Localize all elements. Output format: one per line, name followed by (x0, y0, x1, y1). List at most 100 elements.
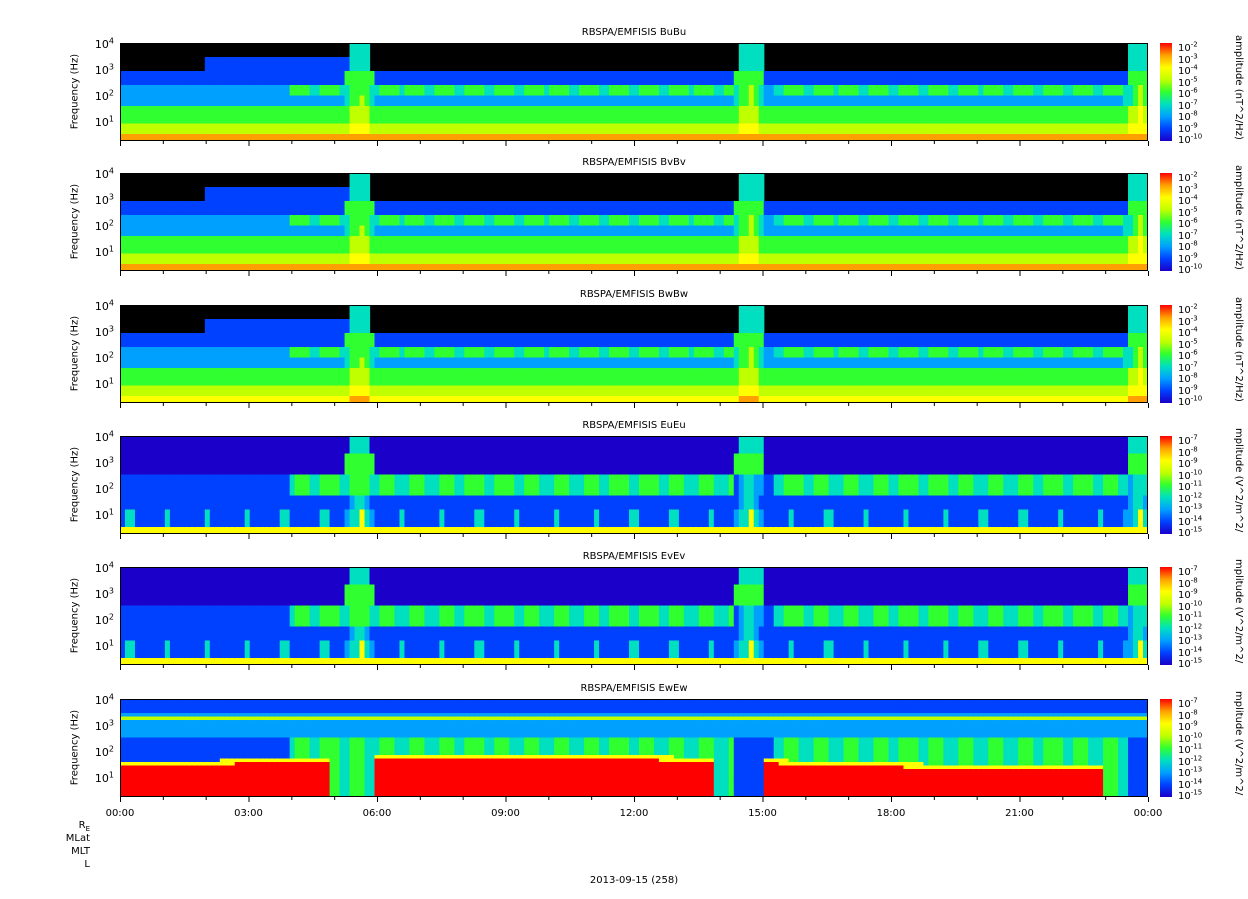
heatmap-cell (174, 134, 181, 139)
heatmap-cell (918, 123, 925, 128)
heatmap-cell (139, 225, 146, 230)
heatmap-cell (169, 208, 176, 213)
heatmap-cell (374, 106, 381, 111)
heatmap-cell (354, 109, 361, 114)
heatmap-cell (359, 130, 366, 135)
heatmap-cell (314, 92, 321, 97)
heatmap-cell (933, 85, 940, 90)
heatmap-cell (229, 250, 236, 255)
heatmap-cell (938, 120, 944, 125)
heatmap-cell (334, 120, 341, 125)
heatmap-cell (164, 130, 171, 135)
heatmap-cell (858, 85, 865, 90)
heatmap-cell (474, 134, 480, 139)
heatmap-cell (998, 88, 1004, 93)
heatmap-cell (963, 78, 969, 83)
heatmap-cell (239, 229, 246, 234)
heatmap-cell (1123, 99, 1129, 104)
heatmap-cell (219, 67, 226, 72)
heatmap-cell (838, 109, 845, 114)
heatmap-cell (708, 74, 715, 79)
heatmap-cell (229, 211, 236, 216)
heatmap-cell (963, 71, 969, 76)
heatmap-cell (1013, 71, 1019, 76)
heatmap-cell (399, 109, 406, 114)
heatmap-cell (349, 88, 356, 93)
heatmap-cell (643, 99, 650, 104)
heatmap-cell (219, 225, 226, 230)
heatmap-cell (514, 120, 520, 125)
heatmap-cell (199, 243, 206, 248)
heatmap-cell (394, 78, 401, 83)
heatmap-cell (629, 88, 635, 93)
heatmap-cell (279, 74, 286, 79)
heatmap-cell (259, 190, 266, 195)
heatmap-cell (1123, 88, 1129, 93)
heatmap-cell (234, 134, 241, 139)
heatmap-cell (808, 78, 815, 83)
heatmap-cell (519, 109, 525, 114)
heatmap-cell (239, 78, 246, 83)
heatmap-cell (139, 246, 146, 251)
heatmap-cell (229, 67, 236, 72)
heatmap-cell (883, 116, 890, 121)
heatmap-cell (549, 99, 555, 104)
heatmap-cell (1128, 116, 1134, 121)
heatmap-cell (683, 102, 690, 107)
heatmap-cell (708, 95, 715, 100)
heatmap-cell (973, 78, 979, 83)
heatmap-cell (539, 78, 545, 83)
heatmap-cell (658, 74, 665, 79)
heatmap-cell (883, 71, 890, 76)
heatmap-cell (589, 106, 595, 111)
heatmap-cell (144, 99, 151, 104)
heatmap-cell (289, 137, 296, 141)
heatmap-cell (858, 106, 865, 111)
heatmap-cell (1093, 85, 1099, 90)
heatmap-cell (369, 134, 376, 139)
heatmap-cell (693, 123, 700, 128)
heatmap-cell (1033, 102, 1039, 107)
heatmap-cell (913, 71, 920, 76)
heatmap-cell (1138, 53, 1144, 58)
heatmap-cell (134, 95, 141, 100)
heatmap-cell (254, 130, 261, 135)
heatmap-cell (1043, 123, 1049, 128)
heatmap-cell (414, 85, 421, 90)
heatmap-cell (768, 134, 775, 139)
heatmap-cell (938, 81, 944, 86)
heatmap-cell (853, 95, 860, 100)
heatmap-cell (609, 137, 615, 141)
heatmap-cell (464, 95, 470, 100)
heatmap-cell (524, 95, 530, 100)
heatmap-cell (868, 109, 875, 114)
heatmap-cell (943, 127, 949, 132)
heatmap-cell (1143, 67, 1148, 72)
heatmap-cell (793, 78, 800, 83)
heatmap-cell (723, 137, 730, 141)
heatmap-cell (778, 123, 785, 128)
heatmap-cell (564, 116, 570, 121)
heatmap-cell (324, 88, 331, 93)
heatmap-cell (444, 137, 450, 141)
heatmap-cell (219, 71, 226, 76)
heatmap-cell (688, 99, 695, 104)
heatmap-cell (668, 134, 675, 139)
heatmap-cell (559, 127, 565, 132)
heatmap-cell (354, 81, 361, 86)
heatmap-cell (464, 127, 470, 132)
heatmap-cell (594, 74, 600, 79)
heatmap-cell (354, 74, 361, 79)
heatmap-cell (229, 187, 236, 192)
heatmap-cell (683, 113, 690, 118)
heatmap-cell (409, 92, 416, 97)
heatmap-cell (683, 85, 690, 90)
heatmap-cell (259, 99, 266, 104)
heatmap-cell (808, 99, 815, 104)
heatmap-cell (758, 102, 765, 107)
heatmap-cell (688, 102, 695, 107)
colorbar (1160, 43, 1172, 141)
heatmap-cell (604, 130, 610, 135)
heatmap-cell (818, 74, 825, 79)
heatmap-cell (194, 267, 201, 271)
